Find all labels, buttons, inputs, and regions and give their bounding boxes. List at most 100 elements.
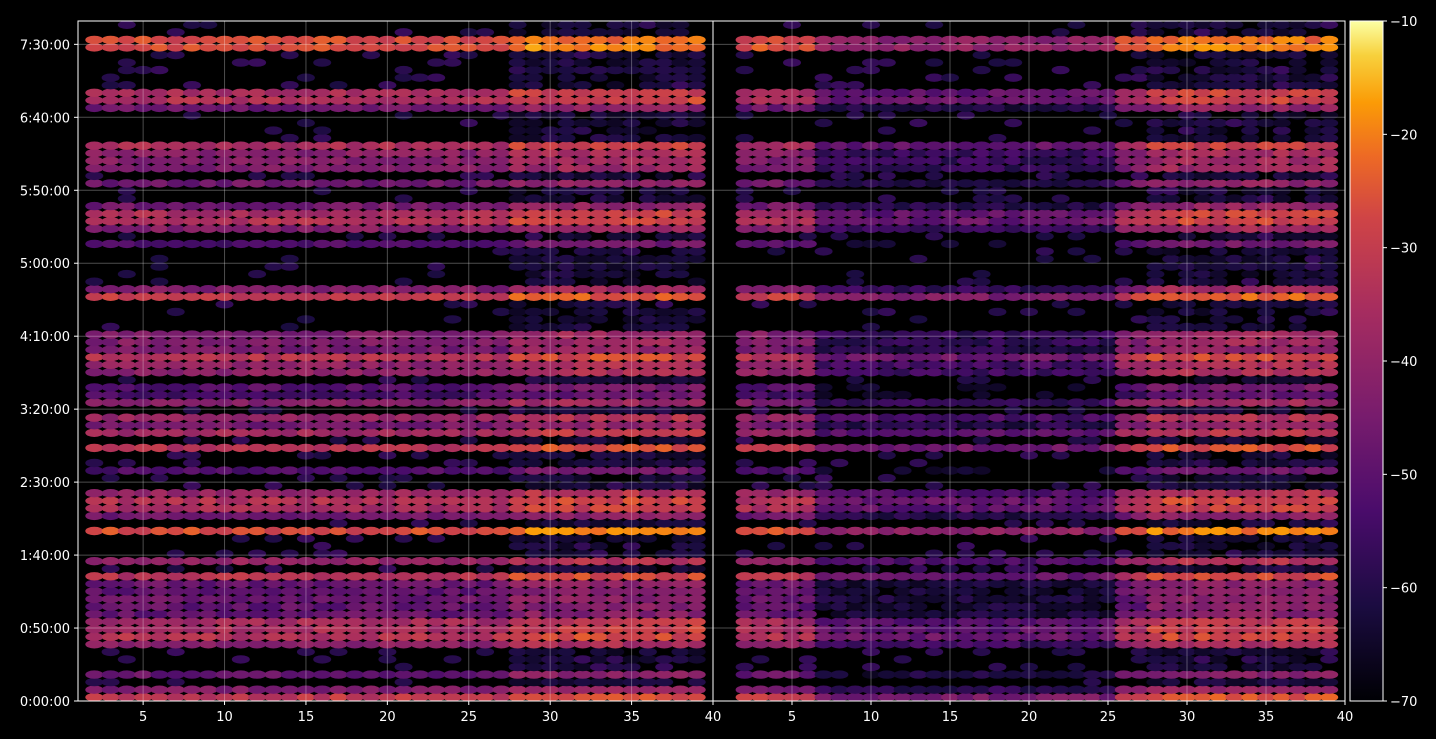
heatmap-cell [988,428,1007,437]
heatmap-cell [101,88,120,98]
heatmap-cell [1130,337,1149,347]
heatmap-cell [362,141,381,150]
heatmap-cell [85,466,104,475]
heatmap-cell [687,519,706,528]
heatmap-cell [1304,526,1323,536]
heatmap-cell [1272,262,1291,271]
heatmap-cell [541,375,560,385]
heatmap-cell [925,504,944,513]
heatmap-cell [862,625,880,634]
heatmap-cell [296,489,315,498]
heatmap-cell [1241,111,1260,120]
heatmap-cell [1272,579,1291,589]
heatmap-cell [183,141,201,150]
heatmap-cell [1067,602,1086,611]
heatmap-cell [893,156,912,165]
heatmap-cell [85,594,104,604]
heatmap-cell [231,43,250,52]
heatmap-cell [622,103,641,113]
heatmap-cell [925,96,944,105]
heatmap-cell [783,156,801,165]
heatmap-cell [687,88,706,98]
heatmap-cell [1020,330,1038,339]
heatmap-cell [345,164,364,173]
heatmap-cell [508,383,527,392]
heatmap-cell [671,375,690,385]
heatmap-cell [459,504,478,513]
heatmap-cell [1099,96,1117,105]
heatmap-cell [166,390,185,400]
heatmap-cell [671,557,690,566]
heatmap-cell [345,201,364,211]
heatmap-cell [1209,239,1228,249]
heatmap-cell [590,217,608,226]
heatmap-cell [638,360,657,369]
heatmap-cell [606,489,625,498]
heatmap-cell [941,285,959,294]
heatmap-cell [101,322,120,332]
heatmap-cell [427,602,446,611]
heatmap-cell [671,390,690,400]
heatmap-cell [1209,693,1228,701]
heatmap-cell [830,632,849,641]
heatmap-cell [767,35,786,45]
heatmap-cell [798,617,817,626]
heatmap-cell [394,693,413,701]
heatmap-cell [476,398,495,407]
y-tick-label: 1:40:00 [20,549,70,564]
heatmap-cell [1288,421,1307,430]
heatmap-cell [492,149,511,158]
heatmap-cell [1304,133,1323,143]
heatmap-cell [941,330,959,339]
heatmap-cell [1020,670,1038,679]
heatmap-cell [524,156,543,165]
heatmap-cell [296,398,315,407]
heatmap-cell [1178,232,1196,241]
heatmap-cell [248,443,267,453]
heatmap-cell [166,307,185,317]
heatmap-cell [1225,413,1244,422]
heatmap-cell [767,511,786,521]
heatmap-cell [862,322,880,332]
heatmap-cell [1225,141,1244,150]
heatmap-cell [1288,65,1307,75]
heatmap-cell [508,73,527,82]
heatmap-cell [150,398,169,407]
heatmap-cell [248,201,267,211]
heatmap-cell [1099,504,1117,513]
heatmap-cell [687,285,706,294]
heatmap-cell [687,353,706,362]
heatmap-cell [972,572,991,581]
heatmap-cell [1178,383,1196,392]
heatmap-cell [1272,171,1291,181]
heatmap-cell [296,103,315,113]
heatmap-cell [1146,35,1165,45]
heatmap-cell [1241,232,1260,241]
heatmap-cell [492,602,511,611]
heatmap-cell [1209,141,1228,150]
heatmap-cell [622,28,641,37]
heatmap-cell [1067,413,1086,422]
heatmap-cell [814,625,833,634]
heatmap-cell [85,693,104,701]
heatmap-cell [183,405,201,415]
heatmap-cell [877,632,896,641]
heatmap-cell [427,35,446,45]
heatmap-cell [541,594,560,604]
heatmap-cell [313,292,332,301]
heatmap-cell [798,149,817,158]
heatmap-cell [1067,224,1086,233]
heatmap-cell [687,670,706,679]
heatmap-cell [909,413,928,422]
heatmap-cell [1130,360,1149,369]
heatmap-cell [1272,534,1291,543]
heatmap-cell [541,451,560,460]
heatmap-cell [166,526,185,536]
heatmap-cell [524,526,543,536]
heatmap-cell [671,149,690,158]
heatmap-cell [590,111,608,120]
heatmap-cell [956,398,975,407]
heatmap-cell [1035,171,1054,181]
heatmap-cell [1162,156,1181,165]
heatmap-cell [443,383,462,392]
